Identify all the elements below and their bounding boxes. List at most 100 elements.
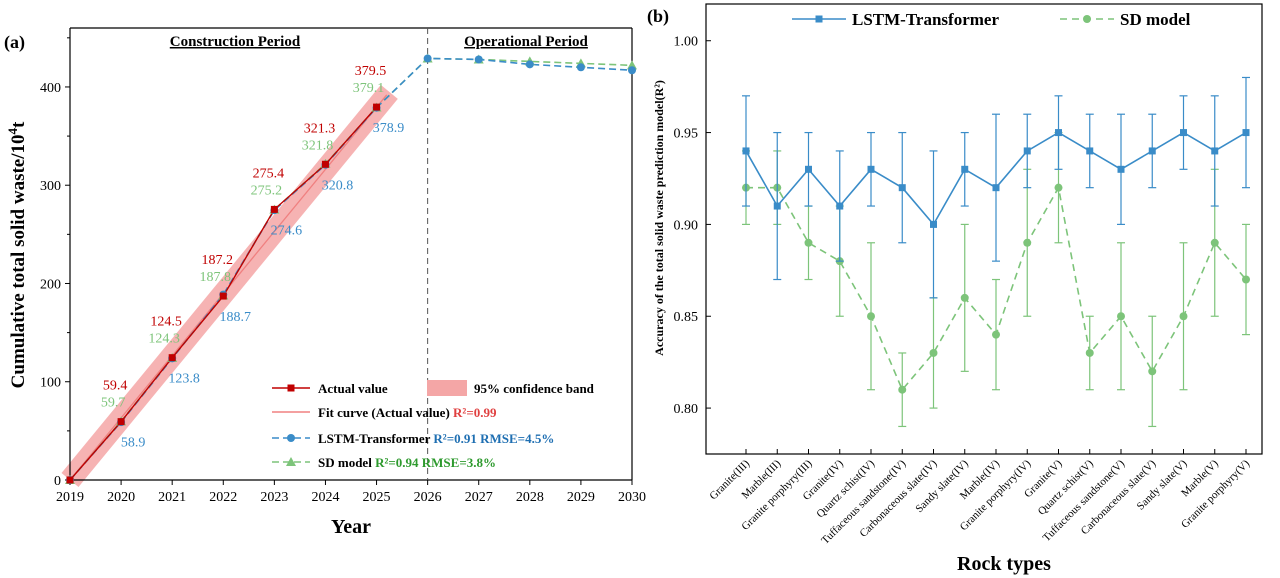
- legend-lstm-label: LSTM-Transformer: [852, 10, 999, 29]
- x-tick-label: 2023: [260, 490, 288, 505]
- panel-a-x-title: Year: [331, 516, 371, 538]
- sd-data-label: 379.1: [353, 81, 385, 96]
- lstm-marker: [805, 165, 812, 173]
- lstm-marker: [930, 220, 937, 228]
- actual-data-label: 187.2: [202, 253, 234, 268]
- lstm-marker: [628, 66, 636, 75]
- sd-data-label: 187.8: [200, 270, 232, 285]
- x-tick-label: 2020: [107, 490, 135, 505]
- y-tick-label: 0.80: [674, 402, 699, 417]
- actual-marker: [117, 418, 125, 426]
- panel-b-frame: [705, 3, 1263, 455]
- y-tick-label: 0.90: [674, 218, 699, 233]
- legend-lstm-marker: [287, 434, 295, 442]
- y-tick-label: 1.00: [674, 35, 699, 50]
- lstm-marker: [836, 202, 844, 210]
- lstm-marker: [1180, 129, 1187, 137]
- legend-lstm-label: LSTM-Transformer R²=0.91 RMSE=4.5%: [318, 431, 554, 446]
- sd-data-label: 59.7: [101, 396, 126, 411]
- sd-data-label: 275.2: [251, 183, 283, 198]
- actual-marker: [66, 476, 74, 484]
- x-tick-label: 2027: [465, 490, 493, 505]
- legend-sd-marker: [1083, 15, 1091, 23]
- legend-fit-label: Fit curve (Actual value) R²=0.99: [318, 405, 497, 420]
- lstm-marker: [423, 54, 432, 63]
- x-tick-label: 2024: [311, 490, 339, 505]
- sd-marker: [929, 348, 938, 357]
- sd-marker: [804, 238, 813, 247]
- sd-marker: [960, 293, 969, 302]
- lstm-marker: [474, 55, 483, 64]
- legend-band-swatch: [427, 380, 467, 396]
- sd-marker: [867, 312, 875, 321]
- legend-sd-label: SD model R²=0.94 RMSE=3.8%: [318, 455, 496, 470]
- sd-marker: [898, 385, 907, 394]
- lstm-marker: [1242, 129, 1250, 137]
- x-tick-label: 2028: [516, 490, 544, 505]
- actual-data-label: 124.5: [150, 315, 182, 330]
- lstm-data-label: 123.8: [168, 372, 200, 387]
- lstm-data-label: 274.6: [271, 223, 303, 238]
- lstm-marker: [525, 60, 534, 69]
- sd-marker: [1054, 183, 1063, 192]
- sd-marker: [1179, 312, 1188, 321]
- actual-marker: [168, 354, 176, 362]
- actual-data-label: 275.4: [253, 166, 285, 181]
- sd-marker: [1148, 367, 1157, 376]
- sd-marker: [1210, 238, 1219, 247]
- panel-b-tag: (b): [647, 6, 669, 27]
- lstm-marker: [898, 184, 906, 192]
- actual-data-label: 59.4: [103, 379, 128, 394]
- y-tick-label: 300: [40, 179, 61, 194]
- lstm-marker: [992, 184, 1000, 192]
- actual-marker: [270, 205, 278, 213]
- y-tick-label: 200: [40, 277, 61, 292]
- x-tick-label: Quartz schist(V): [1036, 457, 1096, 517]
- legend-lstm-marker: [815, 15, 823, 23]
- panel-b-x-title: Rock types: [957, 553, 1051, 575]
- x-tick-label: 2021: [158, 490, 186, 505]
- lstm-data-label: 58.9: [121, 436, 146, 451]
- lstm-marker: [1055, 129, 1062, 137]
- construction-period-label: Construction Period: [170, 34, 301, 50]
- y-tick-label: 0.85: [674, 310, 699, 325]
- lstm-marker: [1086, 147, 1094, 155]
- lstm-marker: [1148, 147, 1156, 155]
- sd-data-label: 321.8: [302, 138, 334, 153]
- sd-marker: [992, 330, 1000, 339]
- legend-actual-label: Actual value: [318, 381, 388, 396]
- lstm-data-label: 188.7: [220, 310, 252, 325]
- sd-marker: [627, 60, 637, 70]
- x-tick-label: 2022: [209, 490, 237, 505]
- lstm-marker: [742, 147, 750, 155]
- y-tick-label: 0.95: [674, 127, 699, 142]
- x-tick-label: 2029: [567, 490, 595, 505]
- sd-marker: [1117, 312, 1125, 321]
- lstm-marker: [867, 165, 875, 173]
- x-tick-label: 2019: [56, 490, 84, 505]
- actual-marker: [219, 292, 227, 300]
- actual-marker: [373, 103, 381, 111]
- lstm-marker: [1211, 147, 1219, 155]
- lstm-marker: [1117, 165, 1125, 173]
- actual-data-label: 321.3: [304, 121, 336, 136]
- panel-b-y-title: Accuracy of the total solid waste predic…: [652, 80, 666, 356]
- y-tick-label: 0: [54, 474, 61, 489]
- lstm-data-label: 378.9: [373, 121, 405, 136]
- x-tick-label: 2025: [363, 490, 391, 505]
- lstm-data-label: 320.8: [322, 178, 354, 193]
- panel-b: 0.800.850.900.951.00Granite(III)Marble(I…: [674, 3, 1263, 547]
- sd-marker: [1085, 348, 1094, 357]
- y-tick-label: 100: [40, 376, 61, 391]
- sd-marker: [1023, 238, 1032, 247]
- legend-band-label: 95% confidence band: [474, 381, 595, 396]
- lstm-marker: [773, 202, 781, 210]
- legend-sd-marker: [286, 457, 296, 466]
- lstm-marker: [576, 63, 585, 72]
- lstm-marker: [961, 165, 969, 173]
- panel-a-tag: (a): [4, 32, 25, 53]
- panel-a: 2019 2020 2021 2022 2023 2024 2025 2026 2027 2028…: [40, 27, 646, 505]
- panel-a-y-title: Cumulative total solid waste/104t: [5, 121, 29, 388]
- legend-sd-label: SD model: [1120, 10, 1191, 29]
